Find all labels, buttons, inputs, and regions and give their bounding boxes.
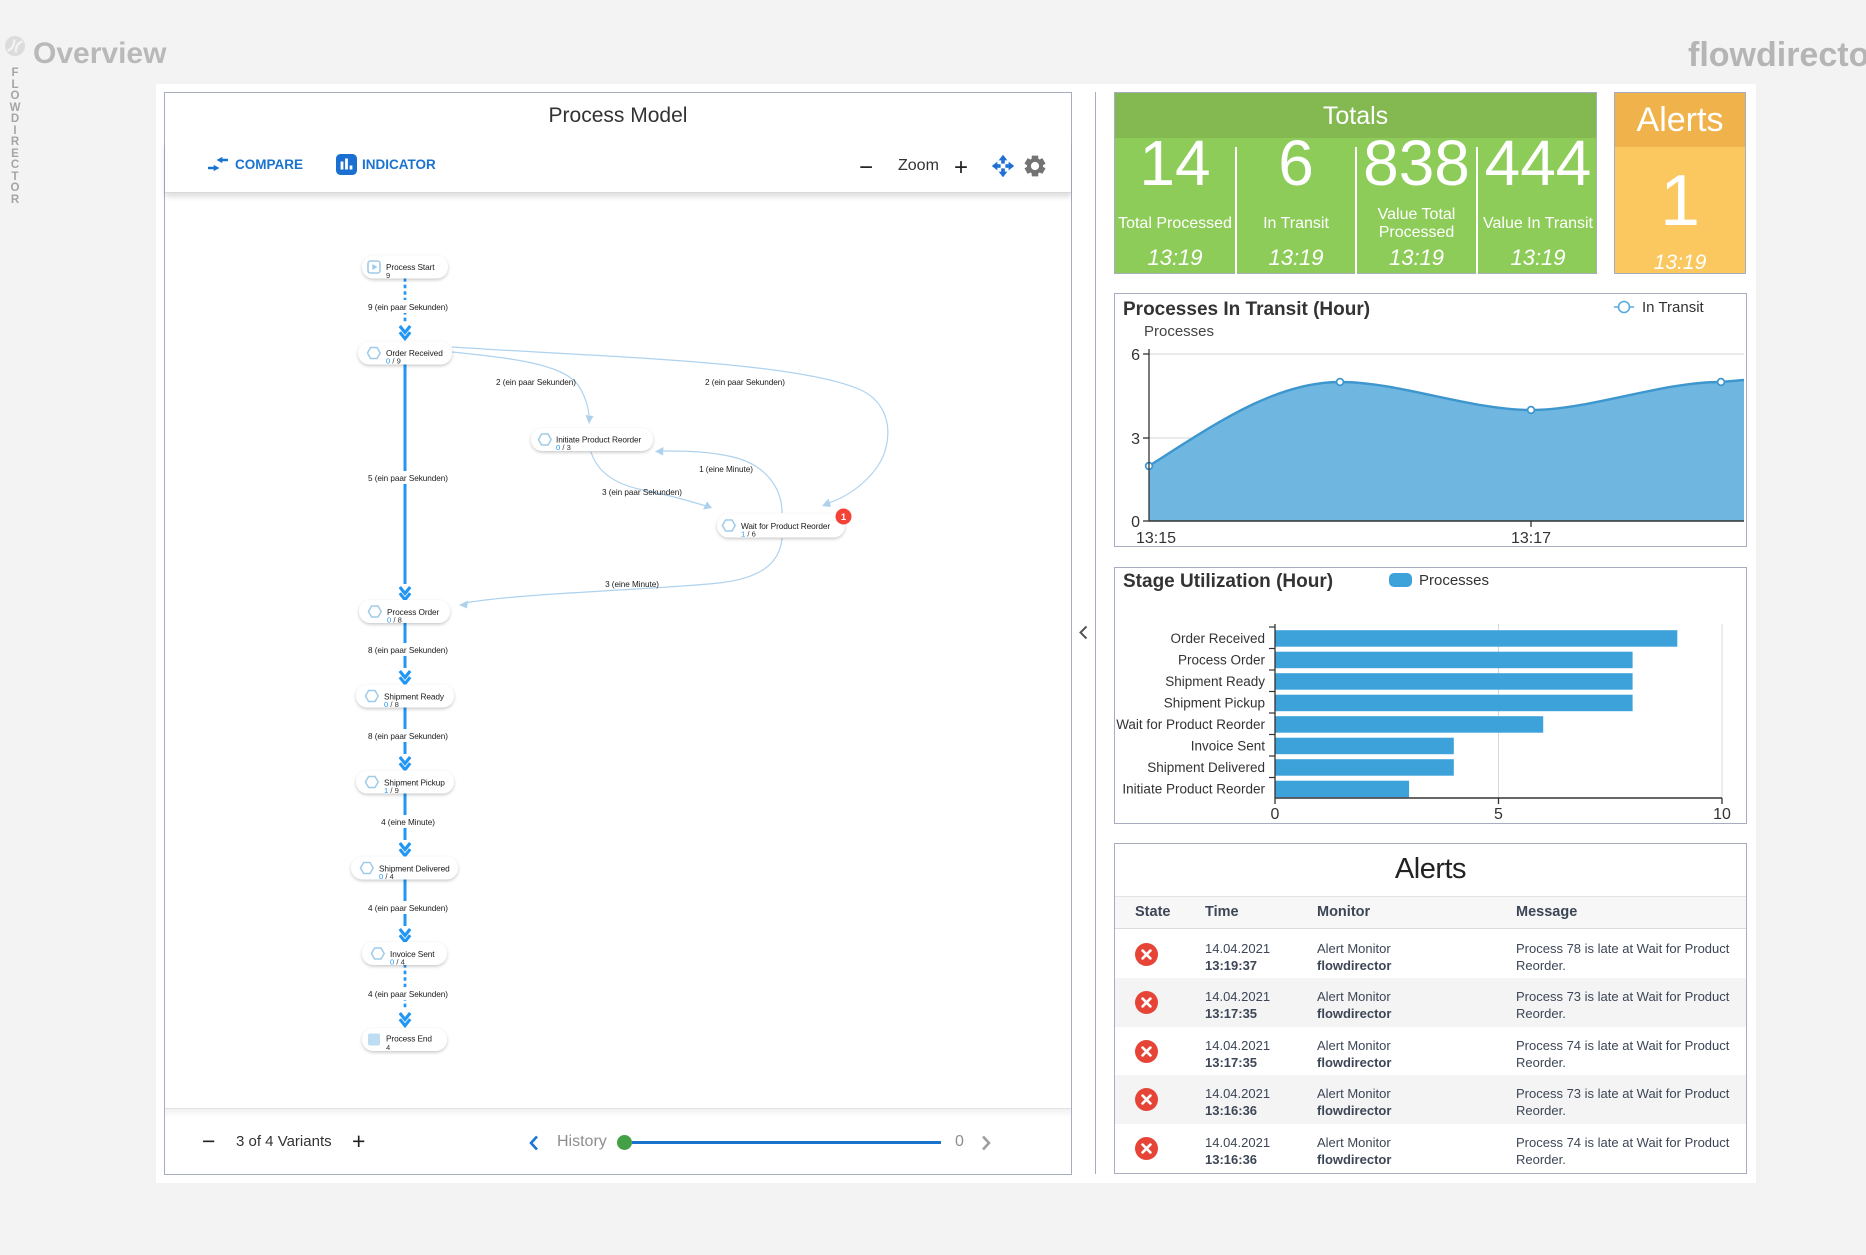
svg-text:0 / 8: 0 / 8 [384, 700, 399, 709]
svg-text:Process Order: Process Order [387, 607, 440, 617]
svg-text:0 / 4: 0 / 4 [390, 958, 405, 967]
svg-text:In Transit: In Transit [1642, 299, 1705, 316]
svg-text:6: 6 [1131, 347, 1140, 364]
svg-text:5: 5 [1494, 806, 1503, 823]
svg-text:8 (ein paar Sekunden): 8 (ein paar Sekunden) [368, 732, 448, 741]
svg-text:1 / 6: 1 / 6 [741, 530, 756, 539]
svg-text:Processes: Processes [1144, 323, 1214, 340]
svg-text:2 (ein paar Sekunden): 2 (ein paar Sekunden) [496, 378, 576, 387]
svg-text:Wait for Product Reorder: Wait for Product Reorder [1116, 717, 1265, 732]
svg-text:Initiate Product Reorder: Initiate Product Reorder [556, 435, 642, 445]
svg-text:5 (ein paar Sekunden): 5 (ein paar Sekunden) [368, 474, 448, 483]
svg-text:3 (ein paar Sekunden): 3 (ein paar Sekunden) [602, 488, 682, 497]
svg-text:13:17: 13:17 [1511, 530, 1551, 546]
svg-text:Shipment Ready: Shipment Ready [384, 692, 445, 702]
svg-text:Order Received: Order Received [386, 348, 443, 358]
svg-text:9: 9 [386, 271, 390, 280]
svg-text:Invoice Sent: Invoice Sent [1191, 739, 1266, 754]
svg-text:4: 4 [386, 1043, 390, 1052]
svg-text:Shipment Delivered: Shipment Delivered [379, 864, 450, 874]
svg-text:Shipment Ready: Shipment Ready [1165, 674, 1265, 689]
svg-text:Processes In Transit (Hour): Processes In Transit (Hour) [1123, 299, 1370, 320]
svg-text:Processes: Processes [1419, 572, 1489, 589]
svg-text:Wait for Product Reorder: Wait for Product Reorder [741, 521, 830, 531]
svg-text:4 (eine Minute): 4 (eine Minute) [381, 818, 435, 827]
svg-text:4 (ein paar Sekunden): 4 (ein paar Sekunden) [368, 990, 448, 999]
svg-text:1 / 9: 1 / 9 [384, 786, 399, 795]
svg-text:1 (eine Minute): 1 (eine Minute) [699, 465, 753, 474]
svg-text:9 (ein paar Sekunden): 9 (ein paar Sekunden) [368, 303, 448, 312]
svg-text:Order Received: Order Received [1170, 631, 1265, 646]
svg-text:0 / 9: 0 / 9 [386, 357, 401, 366]
svg-text:0 / 4: 0 / 4 [379, 872, 394, 881]
svg-text:Shipment Delivered: Shipment Delivered [1147, 760, 1265, 775]
svg-text:2 (ein paar Sekunden): 2 (ein paar Sekunden) [705, 378, 785, 387]
svg-text:0 / 8: 0 / 8 [387, 616, 402, 625]
svg-text:Invoice Sent: Invoice Sent [390, 949, 435, 959]
svg-text:1: 1 [841, 512, 847, 523]
svg-text:4 (ein paar Sekunden): 4 (ein paar Sekunden) [368, 904, 448, 913]
svg-text:8 (ein paar Sekunden): 8 (ein paar Sekunden) [368, 646, 448, 655]
svg-text:3 (eine Minute): 3 (eine Minute) [605, 580, 659, 589]
svg-text:0: 0 [1131, 514, 1140, 531]
svg-text:Initiate Product Reorder: Initiate Product Reorder [1122, 782, 1265, 797]
svg-text:Stage Utilization (Hour): Stage Utilization (Hour) [1123, 571, 1333, 592]
svg-text:0: 0 [1271, 806, 1280, 823]
svg-text:Process End: Process End [386, 1034, 432, 1044]
svg-text:Process Start: Process Start [386, 262, 435, 272]
svg-text:13:15: 13:15 [1136, 530, 1176, 546]
svg-text:Shipment Pickup: Shipment Pickup [384, 778, 445, 788]
svg-text:Shipment Pickup: Shipment Pickup [1164, 696, 1265, 711]
svg-text:10: 10 [1713, 806, 1731, 823]
svg-text:Process Order: Process Order [1178, 653, 1266, 668]
svg-text:3: 3 [1131, 431, 1140, 448]
svg-text:0 / 3: 0 / 3 [556, 443, 571, 452]
